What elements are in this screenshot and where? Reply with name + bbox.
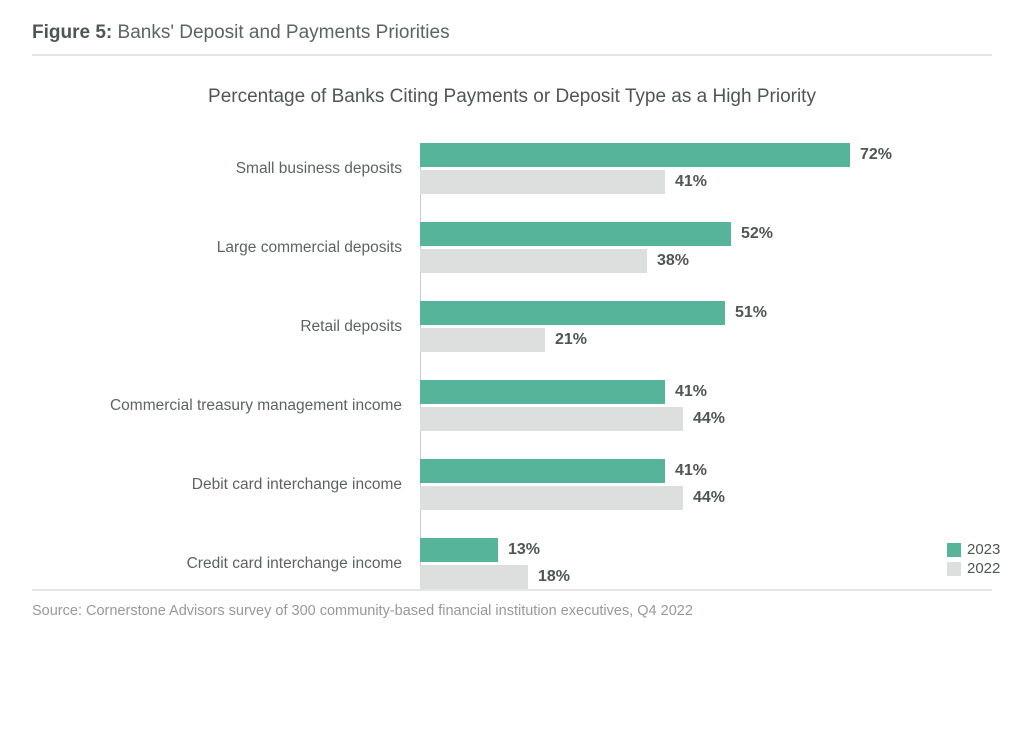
value-label: 72%: [860, 143, 892, 167]
value-label: 52%: [741, 222, 773, 246]
value-label: 18%: [538, 565, 570, 589]
chart-body: Small business deposits 72% 41% Large comme…: [32, 143, 992, 589]
bar-2022: [420, 486, 683, 510]
bar-2022: [420, 565, 528, 589]
rule-top: [32, 54, 992, 56]
value-label: 44%: [693, 486, 725, 510]
figure-title: Banks' Deposit and Payments Priorities: [118, 22, 450, 43]
figure-label: Figure 5:: [32, 22, 112, 43]
rule-bottom: [32, 589, 992, 591]
category-label-text: Commercial treasury management income: [32, 396, 402, 415]
legend-item: 2022: [947, 560, 1000, 577]
category-label-text: Large commercial deposits: [32, 238, 402, 257]
bar-2023: [420, 380, 665, 404]
legend-swatch: [947, 543, 961, 557]
bar-2023: [420, 538, 498, 562]
value-label: 38%: [657, 249, 689, 273]
category-label-text: Debit card interchange income: [32, 475, 402, 494]
value-label: 44%: [693, 407, 725, 431]
value-label: 21%: [555, 328, 587, 352]
category-label: Credit card interchange income: [32, 538, 402, 589]
category-label: Commercial treasury management income: [32, 380, 402, 431]
category-label-text: Credit card interchange income: [32, 554, 402, 573]
bar-2023: [420, 301, 725, 325]
legend-label: 2023: [967, 541, 1000, 558]
bar-2023: [420, 459, 665, 483]
axis-line: [420, 143, 421, 589]
bar-2022: [420, 170, 665, 194]
legend-swatch: [947, 562, 961, 576]
value-label: 41%: [675, 170, 707, 194]
value-label: 41%: [675, 459, 707, 483]
figure-header: Figure 5: Banks' Deposit and Payments Pr…: [32, 22, 992, 44]
bar-2023: [420, 143, 850, 167]
bar-2022: [420, 249, 647, 273]
category-label: Debit card interchange income: [32, 459, 402, 510]
value-label: 41%: [675, 380, 707, 404]
bar-2022: [420, 328, 545, 352]
category-label-text: Small business deposits: [32, 159, 402, 178]
value-label: 13%: [508, 538, 540, 562]
category-label: Retail deposits: [32, 301, 402, 352]
category-label: Large commercial deposits: [32, 222, 402, 273]
legend-item: 2023: [947, 541, 1000, 558]
chart-title: Percentage of Banks Citing Payments or D…: [32, 86, 992, 108]
source-text: Source: Cornerstone Advisors survey of 3…: [32, 603, 992, 619]
legend-label: 2022: [967, 560, 1000, 577]
category-label-text: Retail deposits: [32, 317, 402, 336]
bar-2022: [420, 407, 683, 431]
category-label: Small business deposits: [32, 143, 402, 194]
value-label: 51%: [735, 301, 767, 325]
bar-2023: [420, 222, 731, 246]
legend: 2023 2022: [947, 541, 1000, 579]
figure-container: Figure 5: Banks' Deposit and Payments Pr…: [0, 0, 1024, 743]
